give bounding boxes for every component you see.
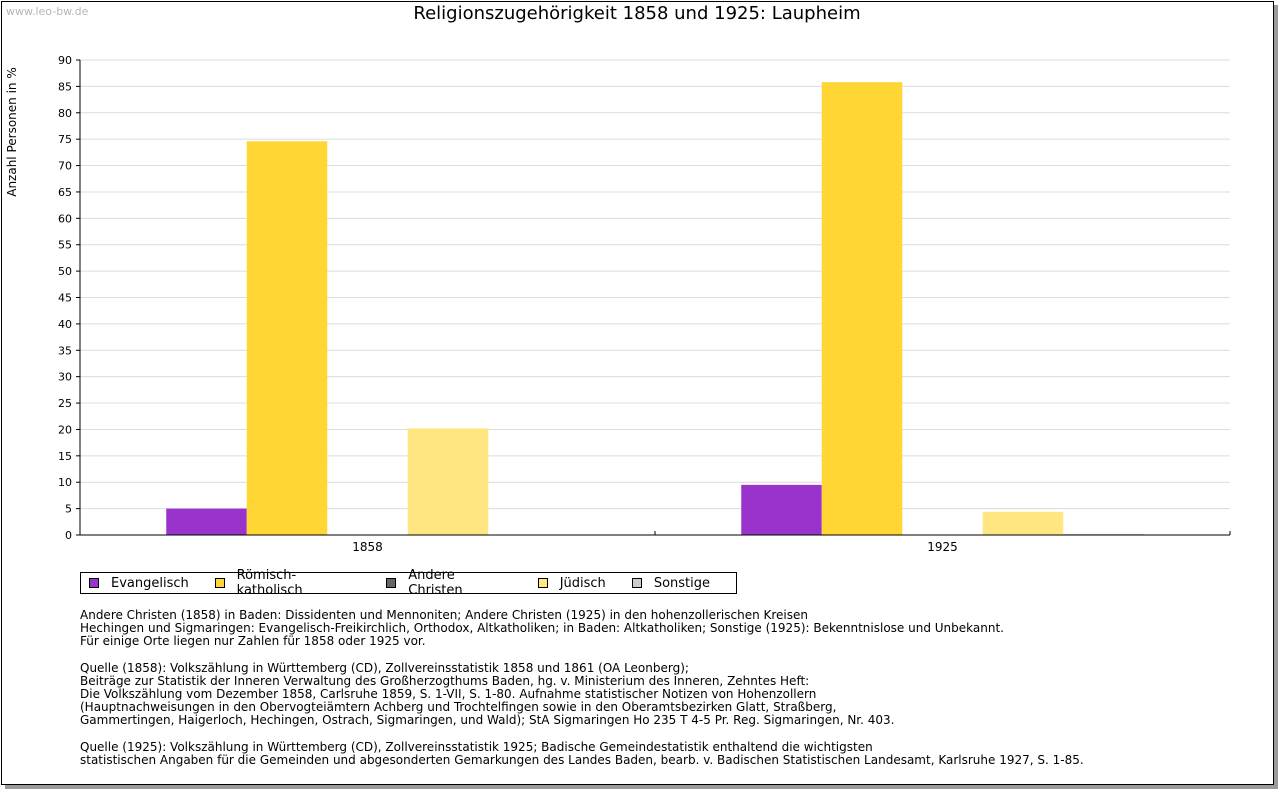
y-tick-label: 65: [58, 186, 72, 199]
note-quelle-1925: Quelle (1925): Volkszählung in Württembe…: [80, 739, 1084, 767]
y-tick-label: 25: [58, 397, 72, 410]
y-tick-label: 55: [58, 239, 72, 252]
y-tick-label: 15: [58, 450, 72, 463]
y-tick-label: 90: [58, 54, 72, 67]
y-tick-label: 5: [65, 503, 72, 516]
note-quelle-1858: Quelle (1858): Volkszählung in Württembe…: [80, 660, 895, 728]
legend-swatch: [214, 578, 225, 588]
chart-title: Religionszugehörigkeit 1858 und 1925: La…: [413, 3, 861, 24]
y-tick-label: 10: [58, 476, 72, 489]
legend-item-evangelisch: Evangelisch: [89, 576, 189, 591]
bar-r-misch-katholisch-1858: [246, 141, 328, 535]
y-tick-label: 0: [65, 529, 72, 542]
y-tick-label: 75: [58, 133, 72, 146]
bar-evangelisch-1925: [741, 484, 822, 535]
legend-swatch: [631, 578, 642, 588]
y-tick-label: 45: [58, 292, 72, 305]
bar-sonstige-1925: [1063, 533, 1144, 535]
x-tick-label: 1925: [927, 540, 958, 554]
y-tick-label: 30: [58, 371, 72, 384]
watermark: www.leo-bw.de: [6, 5, 89, 18]
legend-label: Sonstige: [653, 575, 710, 591]
legend-label: Evangelisch: [111, 575, 189, 591]
bar-chart: 0 5 10 15 20 25 30 35 40 45 50 55 60 65 70 75 80 85 90 1858…: [58, 54, 1231, 554]
legend-item-juedisch: Jüdisch: [537, 575, 606, 591]
chart-legend: Evangelisch Römisch-katholisch Andere Ch…: [80, 568, 737, 598]
legend-item-sonstige: Sonstige: [631, 575, 710, 591]
bar-j-disch-1858: [407, 428, 489, 535]
bar-evangelisch-1858: [166, 508, 247, 535]
legend-swatch: [386, 578, 397, 588]
y-tick-label: 80: [58, 107, 72, 120]
legend-label: Römisch-katholisch: [236, 568, 303, 598]
legend-item-roemisch-katholisch: Römisch-katholisch: [214, 568, 361, 598]
bar-j-disch-1925: [982, 511, 1064, 535]
y-tick-label: 20: [58, 423, 72, 436]
legend-label: Andere Christen: [408, 568, 463, 598]
legend-swatch: [537, 578, 548, 588]
legend-item-andere-christen: Andere Christen: [386, 568, 511, 598]
note-andere-christen: Andere Christen (1858) in Baden: Disside…: [80, 608, 1004, 649]
y-tick-label: 50: [58, 265, 72, 278]
legend-label: Jüdisch: [559, 575, 606, 591]
y-tick-label: 40: [58, 318, 72, 331]
chart-notes: Andere Christen (1858) in Baden: Disside…: [80, 608, 1260, 780]
legend-swatch: [89, 578, 99, 588]
y-tick-label: 70: [58, 160, 72, 173]
y-tick-label: 85: [58, 80, 72, 93]
y-tick-label: 35: [58, 344, 72, 357]
bar-r-misch-katholisch-1925: [821, 82, 903, 536]
y-tick-label: 60: [58, 212, 72, 225]
x-tick-label: 1858: [352, 540, 383, 554]
